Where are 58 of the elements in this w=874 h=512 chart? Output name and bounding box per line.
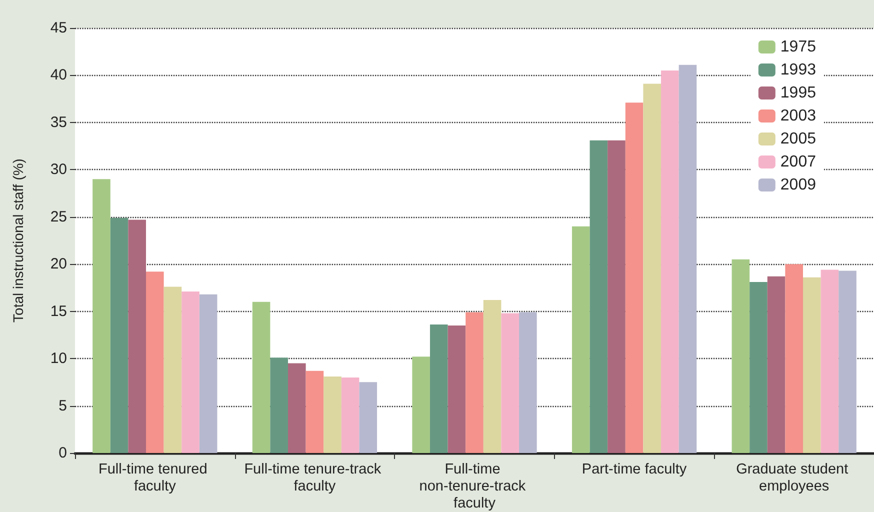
y-tick-label: 5 [58, 397, 67, 414]
bar [466, 312, 484, 453]
bar [341, 377, 360, 453]
bar [483, 300, 502, 453]
y-tick-label: 35 [50, 114, 67, 131]
legend-label: 2007 [780, 154, 816, 170]
bar [732, 259, 750, 453]
x-tick-label: Graduate student employees [736, 462, 852, 494]
legend-label: 1975 [780, 38, 816, 56]
bar [324, 376, 342, 453]
bar [785, 264, 804, 453]
bar [767, 276, 786, 453]
x-tick-label: Full-time non-tenure-track faculty [419, 462, 530, 512]
y-axis-title: Total instructional staff (%) [10, 158, 26, 322]
legend-label: 2009 [780, 176, 816, 194]
x-tick-label: Part-time faculty [582, 462, 688, 478]
bar [625, 102, 644, 453]
bar [359, 382, 378, 453]
y-tick-label: 25 [50, 208, 67, 226]
bar [643, 84, 662, 453]
bar [661, 70, 679, 453]
bar [590, 140, 608, 453]
bar [820, 270, 839, 453]
y-tick-label: 0 [58, 444, 67, 462]
x-tick-label: Full-time tenure-track faculty [244, 462, 386, 494]
bar [182, 292, 200, 453]
y-tick-label: 20 [50, 256, 67, 273]
legend-label: 2005 [780, 130, 816, 148]
bar [412, 356, 430, 453]
bar [270, 358, 288, 453]
bar [252, 302, 270, 453]
y-tick-label: 30 [50, 161, 67, 178]
bar [750, 282, 768, 453]
bar [288, 363, 306, 453]
y-tick-label: 45 [50, 20, 67, 36]
bar [164, 286, 182, 453]
bar [678, 64, 697, 453]
bar [110, 218, 128, 453]
legend-label: 2003 [780, 108, 816, 124]
bar [146, 272, 164, 453]
legend-label: 1995 [780, 84, 816, 102]
y-tick-label: 40 [50, 66, 67, 84]
bar [92, 179, 110, 453]
bar [572, 226, 590, 453]
bar [306, 370, 324, 453]
legend-label: 1993 [780, 62, 816, 78]
x-tick-label: Full-time tenured faculty [98, 462, 212, 494]
bar [501, 313, 520, 453]
bar [519, 312, 537, 453]
bar [803, 277, 821, 453]
y-tick-label: 10 [50, 350, 67, 368]
bar [128, 220, 146, 453]
bar [838, 270, 856, 453]
bar [448, 326, 466, 453]
bar [199, 294, 218, 453]
bar [608, 140, 626, 453]
y-tick-label: 15 [50, 302, 67, 320]
bar [430, 324, 448, 453]
